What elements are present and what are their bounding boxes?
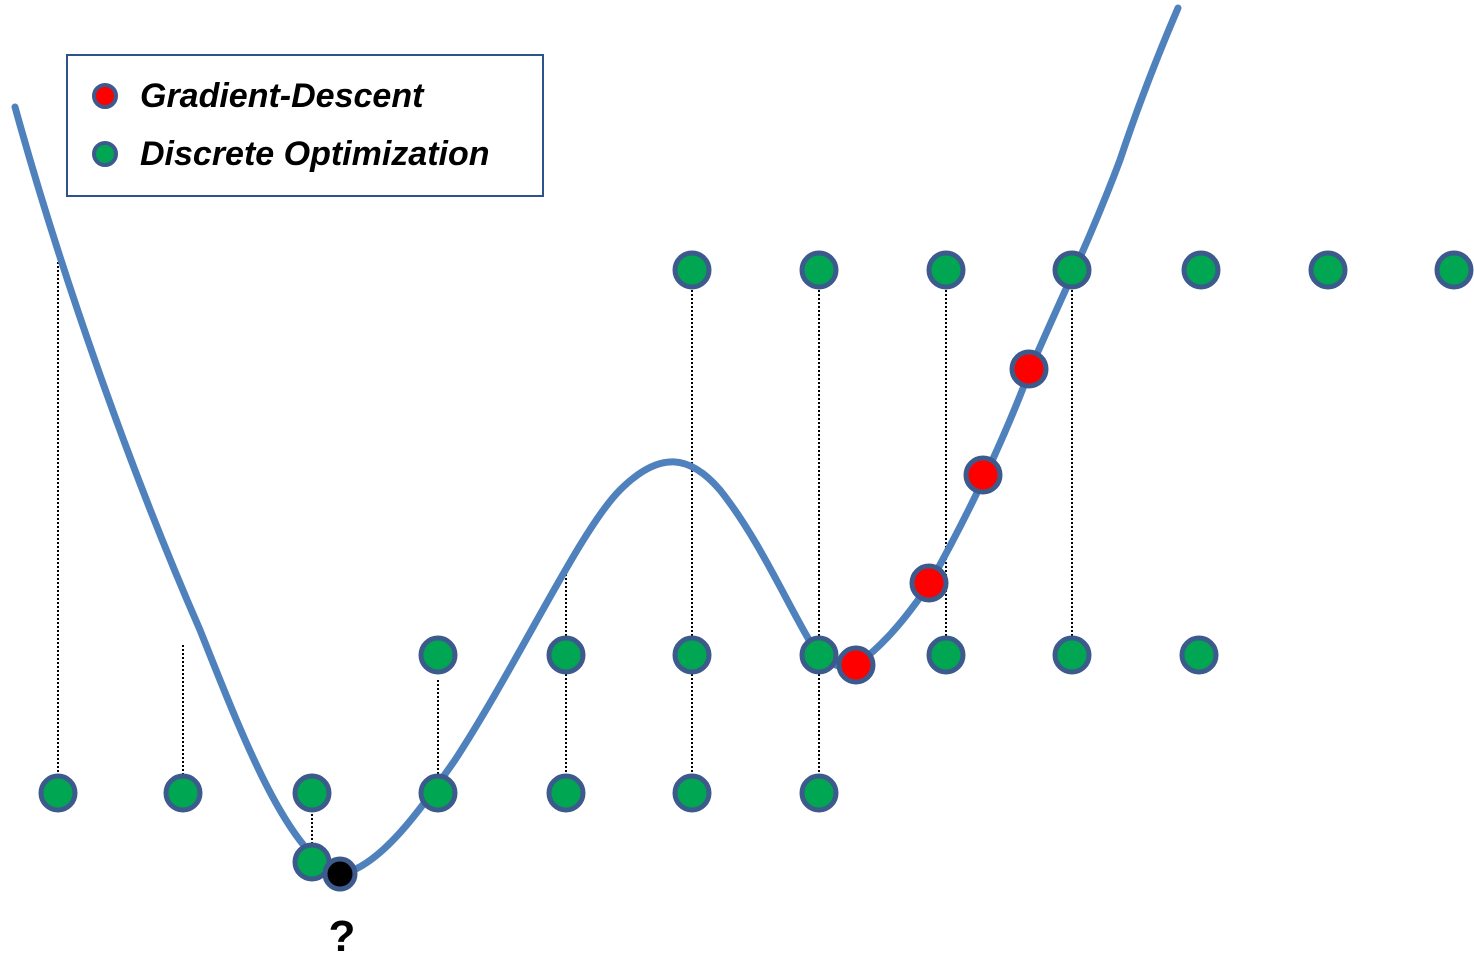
red-circle-icon <box>92 83 118 109</box>
gradient-descent-point <box>909 563 949 603</box>
gradient-descent-points <box>836 349 1049 685</box>
discrete-point <box>546 773 586 813</box>
green-circle-icon <box>92 141 118 167</box>
discrete-point <box>292 773 332 813</box>
legend-label-gradient-descent: Gradient-Descent <box>140 76 424 115</box>
discrete-point <box>1181 250 1221 290</box>
legend: Gradient-Descent Discrete Optimization <box>66 54 544 197</box>
discrete-point <box>672 773 712 813</box>
discrete-optimization-points <box>38 250 1474 882</box>
discrete-point <box>1052 635 1092 675</box>
discrete-point <box>163 773 203 813</box>
legend-item-gradient-descent: Gradient-Descent <box>92 76 423 116</box>
gradient-descent-point <box>963 455 1003 495</box>
legend-label-discrete-optimization: Discrete Optimization <box>140 134 490 173</box>
discrete-point <box>799 635 839 675</box>
discrete-point <box>1179 635 1219 675</box>
discrete-point <box>418 773 458 813</box>
discrete-point <box>926 250 966 290</box>
discrete-point <box>38 773 78 813</box>
global-minimum-point <box>322 856 358 892</box>
discrete-point <box>799 250 839 290</box>
gradient-descent-point <box>836 645 876 685</box>
gradient-descent-point <box>1009 349 1049 389</box>
discrete-point <box>799 773 839 813</box>
unknown-minimum-label: ? <box>328 912 356 961</box>
legend-item-discrete-optimization: Discrete Optimization <box>92 134 490 174</box>
discrete-point <box>546 635 586 675</box>
discrete-point <box>418 635 458 675</box>
discrete-point <box>1052 250 1092 290</box>
discrete-point <box>1308 250 1348 290</box>
drop-lines <box>57 262 1073 847</box>
discrete-point <box>672 635 712 675</box>
discrete-point <box>672 250 712 290</box>
discrete-point <box>1434 250 1474 290</box>
discrete-point <box>926 635 966 675</box>
